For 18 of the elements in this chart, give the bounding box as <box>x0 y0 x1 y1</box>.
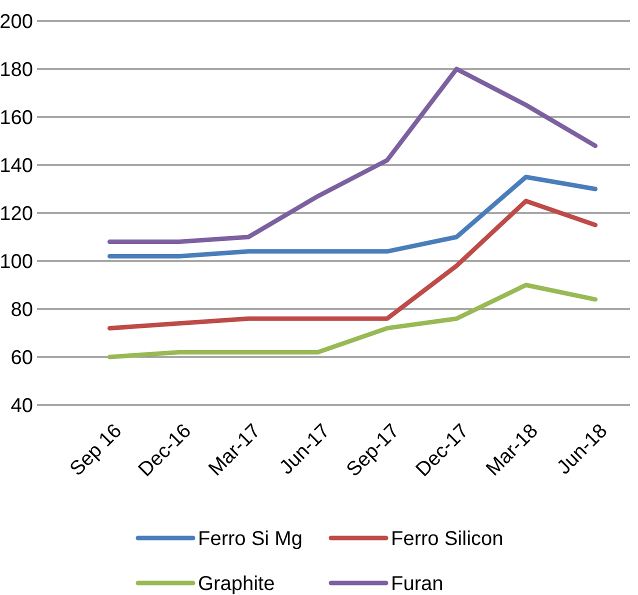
y-tick-label: 120 <box>0 203 33 225</box>
x-tick-label: Sep 16 <box>66 420 126 480</box>
line-series <box>107 66 598 244</box>
legend-label: Graphite <box>198 573 275 595</box>
y-tick-label: 40 <box>10 395 33 417</box>
y-tick-label: 160 <box>0 107 33 129</box>
line-series <box>107 198 598 330</box>
y-tick-label: 140 <box>0 155 33 177</box>
y-tick-label: 180 <box>0 59 33 81</box>
y-tick-label: 100 <box>0 251 33 273</box>
legend-label: Ferro Si Mg <box>198 528 302 550</box>
legend-label: Furan <box>391 573 444 595</box>
line-series <box>107 174 598 258</box>
y-tick-label: 80 <box>10 299 33 321</box>
legend-label: Ferro Silicon <box>391 528 504 550</box>
y-tick-label: 200 <box>0 11 33 33</box>
y-tick-label: 60 <box>10 347 33 369</box>
line-series <box>107 282 598 360</box>
